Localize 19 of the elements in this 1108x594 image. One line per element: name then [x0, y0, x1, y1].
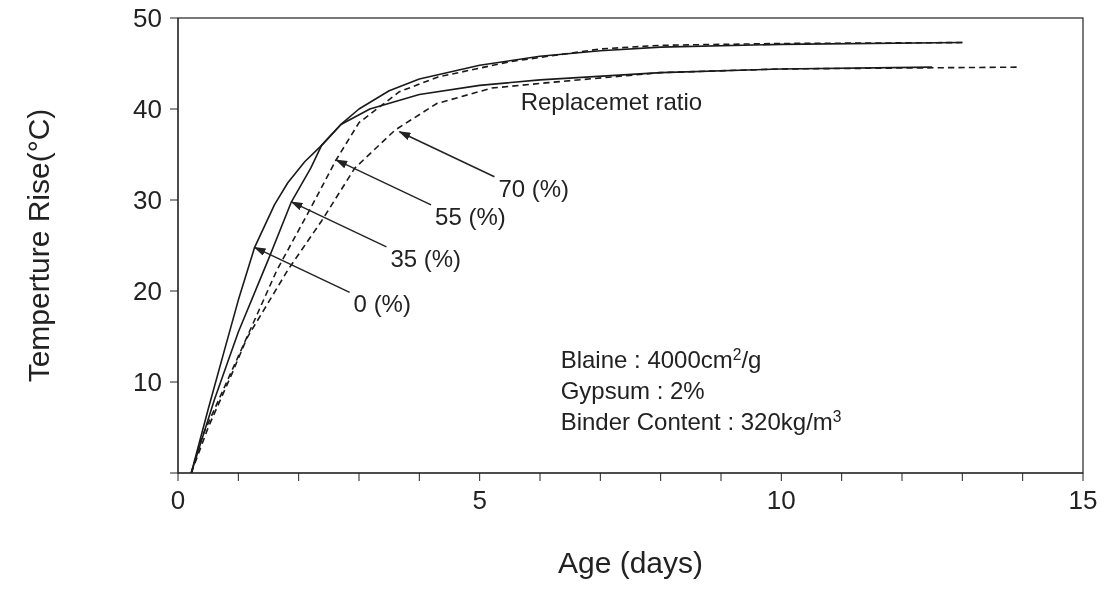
x-axis-title: Age (days) — [557, 546, 704, 579]
annotation: Blaine : 4000cm$^{2}$/g — [560, 345, 762, 373]
y-axis-title: Temperture Rise(°C) — [21, 108, 55, 383]
annotation: 35 (%) — [390, 244, 462, 272]
annotation: 55 (%) — [435, 202, 506, 230]
y-tick-label: 10 — [133, 367, 162, 398]
y-tick-label: 20 — [133, 276, 162, 307]
x-tick-label: 0 — [170, 485, 186, 516]
y-tick-label: 40 — [133, 94, 162, 125]
annotation: Gypsum : 2% — [560, 377, 705, 404]
x-tick-label: 5 — [472, 485, 487, 516]
annotation: Replacemet ratio — [520, 88, 703, 115]
y-tick-label: 50 — [133, 3, 162, 34]
annotation: Binder Content : 320kg/m$^{3}$ — [560, 407, 842, 435]
x-tick-label: 10 — [766, 485, 796, 516]
annotation: 0 (%) — [353, 290, 411, 318]
annotation: 70 (%) — [498, 174, 570, 202]
x-tick-label: 15 — [1068, 485, 1098, 516]
y-tick-label: 30 — [133, 185, 162, 216]
